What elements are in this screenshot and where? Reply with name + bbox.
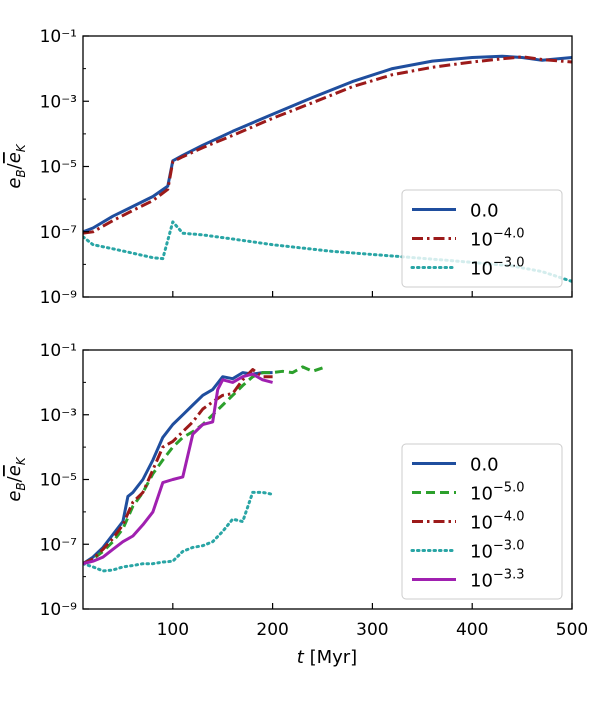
- x-tick-label: 300: [356, 620, 388, 640]
- legend-label-0: 0.0: [470, 455, 499, 476]
- x-axis-label: t [Myr]: [297, 647, 357, 668]
- series-line-1: [83, 55, 572, 235]
- legend-label-2: 10−3.0: [470, 256, 524, 280]
- x-tick-label: 200: [256, 620, 288, 640]
- x-tick-label: 100: [157, 620, 189, 640]
- x-tick-label: 500: [556, 620, 588, 640]
- legend: 0.0 10−5.0 10−4.0 10−3.0 10−3.3: [401, 443, 563, 600]
- y-tick-label: 10⁻¹: [40, 27, 77, 47]
- series-line-3: [83, 490, 275, 573]
- legend-label-4: 10−3.3: [470, 568, 524, 592]
- top-panel: 10⁻⁹ 10⁻⁷ 10⁻⁵ 10⁻³ 10⁻¹ eB/eK 0.0 10−4.0 10−3.0: [4, 27, 573, 308]
- series-line-0: [83, 54, 572, 234]
- y-tick-label: 10⁻⁷: [40, 535, 78, 555]
- y-tick-label: 10⁻¹: [40, 341, 77, 361]
- y-tick-label: 10⁻³: [40, 406, 77, 426]
- y-axis-label: eB/eK: [4, 456, 28, 501]
- y-tick-label: 10⁻⁵: [40, 158, 77, 178]
- y-tick-label: 10⁻³: [40, 92, 77, 112]
- legend-label-1: 10−5.0: [470, 481, 524, 505]
- legend: 0.0 10−4.0 10−3.0: [401, 189, 563, 288]
- bottom-panel: 100 200 300 400 500 10⁻⁹ 10⁻⁷ 10⁻⁵ 10⁻³ 10⁻¹ eB/eK…: [4, 341, 588, 640]
- y-tick-label: 10⁻⁵: [40, 471, 77, 491]
- y-tick-label: 10⁻⁷: [40, 223, 78, 243]
- x-tick-label: 400: [456, 620, 488, 640]
- legend-label-0: 0.0: [470, 201, 499, 222]
- legend-label-2: 10−4.0: [470, 510, 524, 534]
- y-tick-label: 10⁻⁹: [40, 600, 78, 620]
- legend-label-1: 10−4.0: [470, 227, 524, 251]
- y-axis-label: eB/eK: [4, 143, 28, 188]
- series-line-4: [83, 372, 273, 566]
- series-line-0: [83, 371, 273, 565]
- legend-label-3: 10−3.0: [470, 539, 524, 563]
- y-tick-label: 10⁻⁹: [40, 288, 78, 308]
